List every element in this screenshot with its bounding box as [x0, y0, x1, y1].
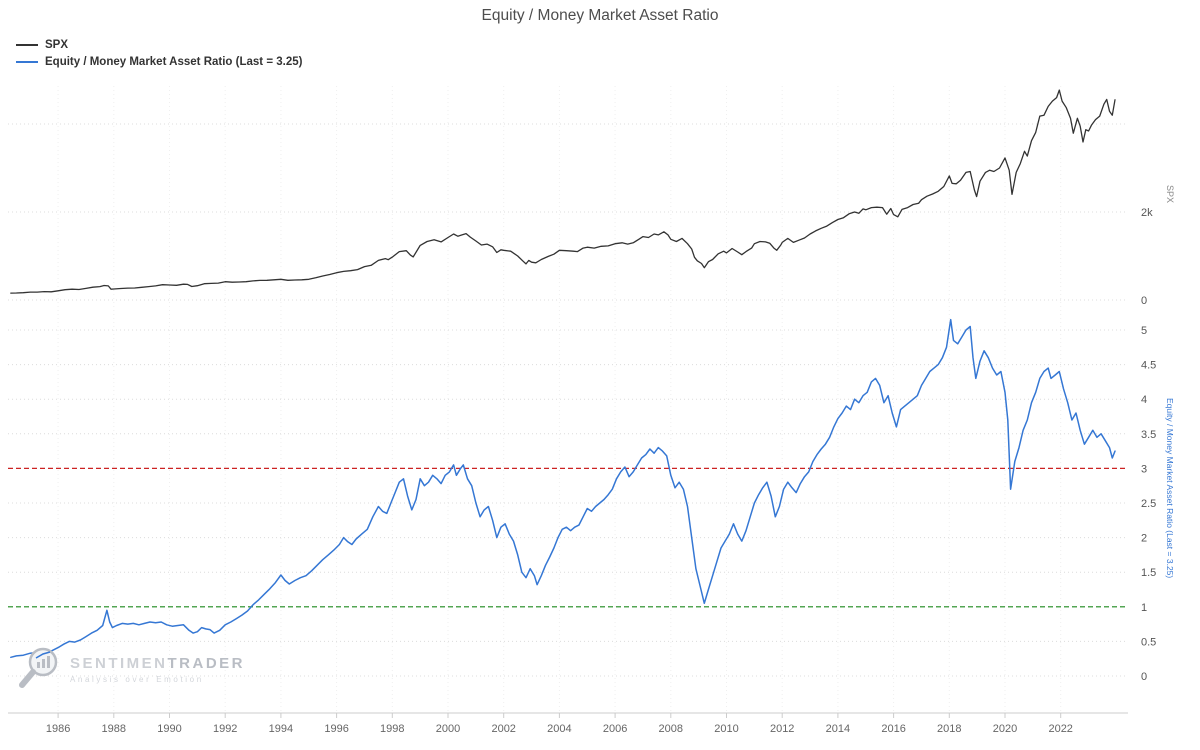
svg-text:2016: 2016	[881, 723, 905, 735]
svg-text:0.5: 0.5	[1141, 636, 1156, 648]
legend-label-ratio: Equity / Money Market Asset Ratio (Last …	[45, 55, 303, 68]
svg-text:1988: 1988	[102, 723, 126, 735]
svg-text:1986: 1986	[46, 723, 70, 735]
svg-text:1: 1	[1141, 602, 1147, 614]
svg-text:1994: 1994	[269, 723, 293, 735]
svg-text:2000: 2000	[436, 723, 460, 735]
sentimentrader-logo-icon	[19, 647, 58, 688]
svg-text:2010: 2010	[714, 723, 738, 735]
legend-item-ratio[interactable]: Equity / Money Market Asset Ratio (Last …	[16, 53, 302, 70]
svg-text:3: 3	[1141, 463, 1147, 475]
svg-text:2018: 2018	[937, 723, 961, 735]
svg-text:1990: 1990	[157, 723, 181, 735]
ratio-axis-title: Equity / Money Market Asset Ratio (Last …	[1165, 398, 1175, 579]
legend: SPX Equity / Money Market Asset Ratio (L…	[16, 36, 302, 70]
svg-text:2014: 2014	[826, 723, 850, 735]
legend-label-spx: SPX	[45, 38, 69, 51]
legend-item-spx[interactable]: SPX	[16, 36, 302, 53]
svg-text:2022: 2022	[1048, 723, 1072, 735]
svg-text:5: 5	[1141, 325, 1147, 337]
svg-text:2006: 2006	[603, 723, 627, 735]
chart-title: Equity / Money Market Asset Ratio	[481, 7, 719, 24]
svg-text:2008: 2008	[659, 723, 683, 735]
svg-text:1992: 1992	[213, 723, 237, 735]
svg-text:2: 2	[1141, 533, 1147, 545]
svg-text:0: 0	[1141, 671, 1147, 683]
svg-text:4: 4	[1141, 394, 1147, 406]
spx-line-swatch-icon	[16, 43, 38, 46]
svg-text:1998: 1998	[380, 723, 404, 735]
svg-text:0: 0	[1141, 295, 1147, 307]
svg-text:1996: 1996	[324, 723, 348, 735]
svg-text:2002: 2002	[491, 723, 515, 735]
svg-text:1.5: 1.5	[1141, 567, 1156, 579]
svg-text:2004: 2004	[547, 723, 571, 735]
svg-text:2.5: 2.5	[1141, 498, 1156, 510]
spx-axis-title: SPX	[1165, 185, 1175, 204]
watermark: SENTIMENTRADER Analysis over Emotion	[16, 646, 245, 692]
svg-text:2012: 2012	[770, 723, 794, 735]
watermark-brand: SENTIMENTRADER	[70, 654, 246, 672]
svg-text:2k: 2k	[1141, 207, 1153, 219]
svg-text:4.5: 4.5	[1141, 360, 1156, 372]
watermark-tagline: Analysis over Emotion	[70, 674, 204, 684]
svg-text:3.5: 3.5	[1141, 429, 1156, 441]
ratio-line-swatch-icon	[16, 60, 38, 63]
svg-text:2020: 2020	[993, 723, 1017, 735]
